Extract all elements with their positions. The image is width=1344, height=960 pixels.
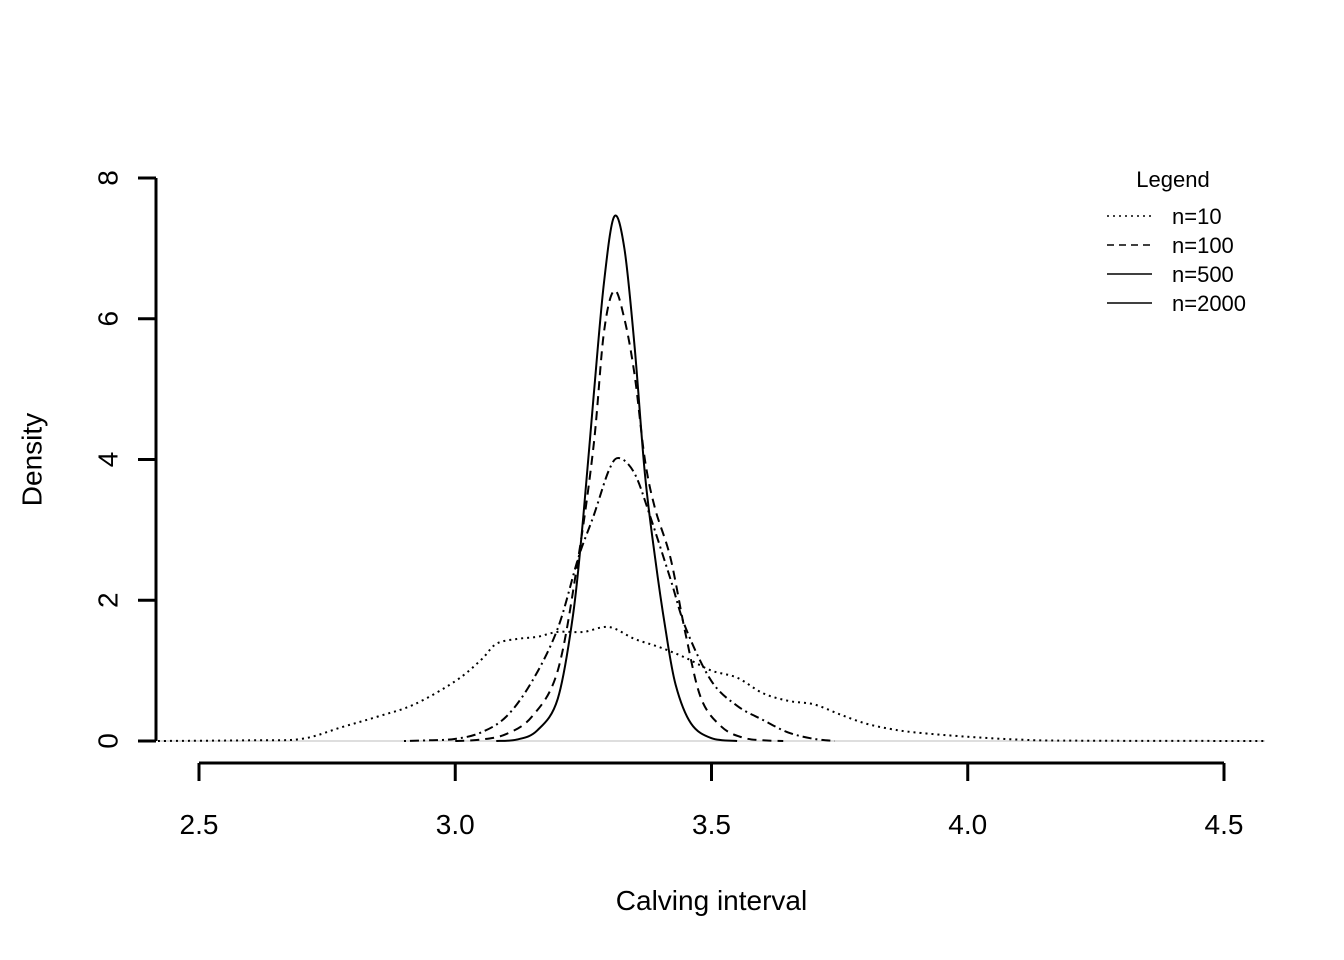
y-tick-label: 8 [92,170,123,186]
series-layer [157,214,1266,742]
legend: Legend n=10 n=100 n=500 n=2000 [1107,167,1246,316]
x-tick-label: 4.5 [1205,809,1244,840]
y-tick-label: 4 [92,452,123,468]
series-line-n-2000 [496,214,738,742]
series-line-n-500 [455,289,784,742]
legend-label: n=2000 [1172,291,1246,316]
y-tick-label: 0 [92,733,123,749]
x-tick-label: 3.0 [436,809,475,840]
x-tick-label: 2.5 [180,809,219,840]
x-axis-label: Calving interval [616,885,807,916]
y-tick-label: 2 [92,592,123,608]
series-line-n-10 [157,625,1266,742]
y-axis: 0 2 4 6 8 [92,170,158,749]
x-axis: 2.5 3.0 3.5 4.0 4.5 [180,761,1244,840]
y-axis-label: Density [16,413,47,506]
x-tick-label: 4.0 [948,809,987,840]
legend-label: n=500 [1172,262,1234,287]
series-line-n-100 [403,457,835,742]
legend-title: Legend [1136,167,1209,192]
legend-label: n=10 [1172,204,1222,229]
x-tick-label: 3.5 [692,809,731,840]
legend-label: n=100 [1172,233,1234,258]
y-tick-label: 6 [92,311,123,327]
